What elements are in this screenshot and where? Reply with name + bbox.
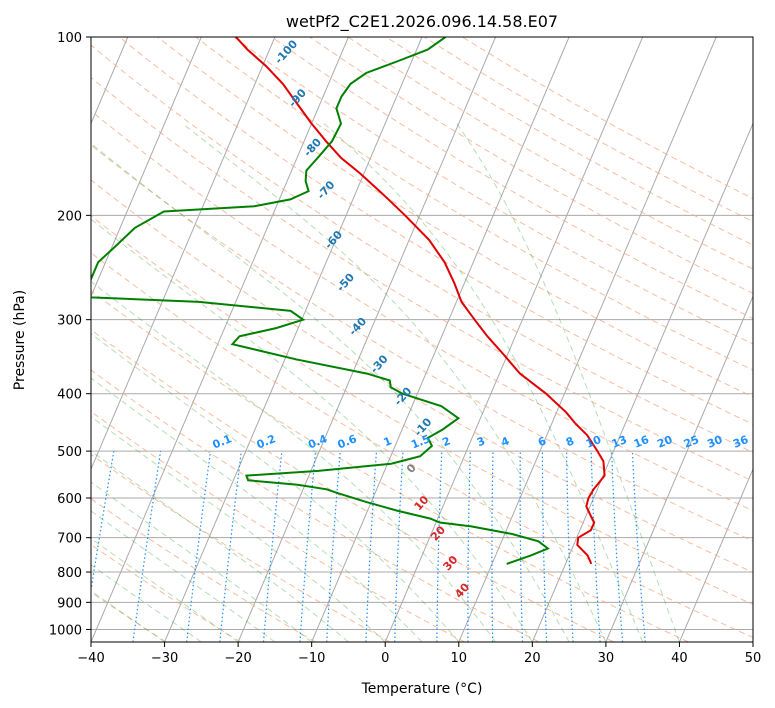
mixing-ratio-label: 20 bbox=[655, 433, 674, 451]
isotherm-line bbox=[91, 37, 202, 298]
y-tick-label: 400 bbox=[57, 388, 82, 403]
x-tick-label: −30 bbox=[151, 651, 178, 666]
plot-frame bbox=[90, 36, 754, 643]
isotherm-line bbox=[311, 37, 570, 642]
x-tick-label: 40 bbox=[671, 651, 688, 666]
dewpoint-profile-line bbox=[91, 37, 550, 565]
x-tick-label: 0 bbox=[381, 651, 389, 666]
mixing-ratio-label: 1 bbox=[382, 434, 394, 449]
mixing-ratio-line bbox=[132, 451, 162, 642]
moist-adiabat-line bbox=[456, 123, 680, 642]
dry-adiabat-line bbox=[91, 498, 316, 642]
moist-adiabat-line bbox=[91, 450, 349, 642]
profile-lines bbox=[91, 37, 606, 565]
dry-adiabat-line bbox=[91, 215, 753, 606]
y-tick-label: 1000 bbox=[49, 623, 82, 638]
background-lines bbox=[91, 37, 753, 642]
y-tick-label: 300 bbox=[57, 314, 82, 329]
y-tick-label: 500 bbox=[57, 445, 82, 460]
dry-adiabat-line bbox=[91, 179, 753, 573]
moist-adiabat-line bbox=[91, 333, 460, 642]
dry-adiabat-line bbox=[119, 37, 753, 425]
dry-adiabat-line bbox=[91, 329, 614, 642]
moist-adiabat-line bbox=[91, 142, 570, 642]
isotherm-line bbox=[458, 37, 717, 642]
moist-adiabat-line bbox=[91, 590, 165, 642]
isotherm-line bbox=[164, 37, 423, 642]
y-tick-label: 900 bbox=[57, 596, 82, 611]
moist-adiabat-line bbox=[91, 564, 202, 642]
moist-adiabat-line bbox=[91, 280, 496, 642]
mixing-ratio-line bbox=[262, 451, 283, 642]
x-tick-label: 30 bbox=[598, 651, 615, 666]
y-tick-label: 800 bbox=[57, 566, 82, 581]
isotherm-line bbox=[237, 37, 497, 642]
dry-adiabat-line bbox=[91, 110, 753, 512]
mixing-ratio-line bbox=[186, 451, 212, 642]
mixing-ratio-label: 3 bbox=[475, 434, 487, 449]
mixing-ratio-label: 8 bbox=[564, 434, 576, 449]
mixing-ratio-label: 25 bbox=[682, 433, 701, 451]
dry-adiabat-line bbox=[195, 37, 753, 371]
mixing-ratio-label: 30 bbox=[705, 433, 724, 451]
moist-adiabat-line bbox=[182, 123, 607, 642]
x-axis-title: Temperature (°C) bbox=[361, 681, 483, 697]
mixing-ratio-label: 13 bbox=[610, 433, 629, 451]
moist-adiabat-line bbox=[323, 123, 644, 642]
dry-adiabat-line bbox=[91, 76, 753, 482]
y-axis-title: Pressure (hPa) bbox=[12, 290, 28, 390]
x-tick-label: 10 bbox=[451, 651, 468, 666]
mixing-ratio-line bbox=[299, 451, 317, 642]
isotherm-line bbox=[384, 37, 644, 642]
isotherm-line bbox=[91, 37, 349, 642]
x-tick-label: −10 bbox=[298, 651, 325, 666]
dry-adiabat-line bbox=[91, 44, 753, 453]
dry-adiabat-line bbox=[233, 37, 753, 345]
x-tick-label: −20 bbox=[224, 651, 251, 666]
y-tick-label: 200 bbox=[57, 209, 82, 224]
moist-adiabat-line bbox=[91, 481, 312, 642]
mixing-ratio-line bbox=[219, 451, 242, 642]
mixing-ratio-label: 10 bbox=[584, 433, 603, 451]
x-tick-label: 50 bbox=[745, 651, 762, 666]
isotherm-line bbox=[91, 37, 276, 471]
moist-adiabat-line bbox=[91, 377, 423, 642]
y-tick-label: 700 bbox=[57, 532, 82, 547]
x-tick-label: −40 bbox=[77, 651, 104, 666]
y-tick-label: 100 bbox=[57, 31, 82, 46]
mixing-ratio-line bbox=[91, 450, 115, 594]
dry-adiabat-line bbox=[271, 37, 753, 320]
y-tick-label: 600 bbox=[57, 492, 82, 507]
isotherm-line bbox=[678, 467, 753, 642]
isotherm-line bbox=[531, 122, 753, 642]
x-tick-label: 20 bbox=[524, 651, 541, 666]
temperature-profile-line bbox=[235, 37, 606, 565]
chart-title: wetPf2_C2E1.2026.096.14.58.E07 bbox=[286, 12, 558, 32]
isotherm-line bbox=[605, 295, 753, 642]
dry-adiabat-line bbox=[91, 369, 540, 642]
axes: −40 −30 −20 −10 0 10 20 30 40 50 100 200 300 400 500 60… bbox=[49, 31, 761, 666]
mixing-ratio-label: 16 bbox=[632, 433, 651, 451]
mixing-ratio-label: 36 bbox=[731, 433, 750, 451]
moist-adiabat-line bbox=[91, 218, 533, 642]
moist-adiabat-line bbox=[91, 537, 239, 642]
mixing-ratio-label: 2 bbox=[440, 434, 452, 449]
dry-adiabat-line bbox=[91, 453, 391, 642]
dry-adiabat-line bbox=[91, 252, 753, 639]
